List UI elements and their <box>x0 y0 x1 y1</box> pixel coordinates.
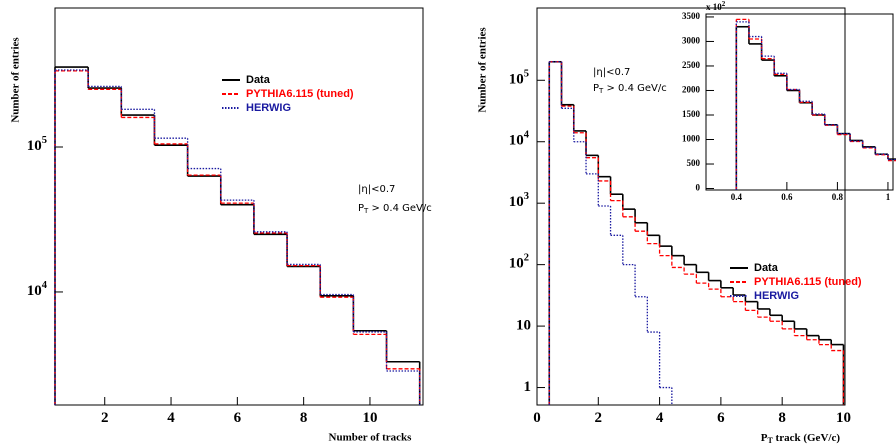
y-tick-label: 0 <box>696 183 701 193</box>
x-tick-label: 2 <box>595 410 603 426</box>
y-tick-label: 102 <box>509 253 529 272</box>
annotation: T <box>598 87 604 95</box>
plot-frame <box>536 7 846 406</box>
y-tick-label: 2500 <box>682 60 701 70</box>
annotation: T <box>363 207 369 215</box>
legend-label: Data <box>246 74 271 86</box>
x-tick-label: 0 <box>533 410 541 426</box>
x-tick-label: 0.8 <box>832 192 844 202</box>
y-tick-label: 10 <box>27 138 42 154</box>
legend-label: HERWIG <box>754 290 799 302</box>
x-tick-label: 2 <box>101 410 109 426</box>
y-tick-label: 10 <box>27 283 42 299</box>
legend-label: PYTHIA6.115 (tuned) <box>246 88 354 100</box>
y-tick-exponent: 4 <box>42 280 48 291</box>
x-tick-label: 6 <box>717 410 725 426</box>
x-tick-label: 10 <box>836 410 851 426</box>
y-tick-label: 3000 <box>682 36 701 46</box>
y-tick-label: 10 <box>509 195 524 211</box>
x-axis-label: Number of tracks <box>329 432 413 444</box>
y-tick-label: 3500 <box>682 11 701 21</box>
y-tick-exponent: 5 <box>524 69 529 80</box>
y-tick-label: 104 <box>27 280 48 299</box>
x-axis-label: T <box>767 436 773 445</box>
x-tick-label: 10 <box>362 410 377 426</box>
y-tick-label: 10 <box>516 318 531 334</box>
y-tick-label: 104 <box>509 130 530 149</box>
x-tick-label: 8 <box>300 410 308 426</box>
y-tick-label: 2000 <box>682 85 701 95</box>
annotation: > 0.4 GeV/c <box>603 83 666 94</box>
x-axis-label: track (GeV/c) <box>773 432 841 444</box>
legend-label: PYTHIA6.115 (tuned) <box>754 276 862 288</box>
annotation: PT > 0.4 GeV/c <box>358 203 432 215</box>
y-axis-label: Number of entries <box>477 27 489 113</box>
plot-frame <box>705 13 894 191</box>
y-tick-label: 10 <box>509 256 524 272</box>
inset-scale-label: x 10 <box>706 2 722 12</box>
y-tick-label: 103 <box>509 192 529 211</box>
x-tick-label: 4 <box>656 410 664 426</box>
y-tick-label: 1500 <box>682 109 701 119</box>
y-tick-label: 105 <box>27 135 47 154</box>
x-tick-label: 0.6 <box>781 192 793 202</box>
y-tick-label: 105 <box>509 69 529 88</box>
annotation: P <box>358 203 364 214</box>
annotation: |η|<0.7 <box>593 67 630 78</box>
x-tick-label: 6 <box>234 410 242 426</box>
x-axis-label: P <box>761 432 768 444</box>
x-tick-label: 1 <box>886 192 891 202</box>
y-tick-exponent: 5 <box>42 135 47 146</box>
y-tick-exponent: 4 <box>524 130 530 141</box>
x-axis-label: PT track (GeV/c) <box>761 432 841 445</box>
y-tick-label: 1000 <box>682 134 701 144</box>
annotation: |η|<0.7 <box>358 184 395 195</box>
y-tick-label: 500 <box>687 158 701 168</box>
y-tick-label: 10 <box>509 133 524 149</box>
legend-label: HERWIG <box>246 102 291 114</box>
x-tick-label: 4 <box>167 410 175 426</box>
y-tick-exponent: 3 <box>524 192 529 203</box>
annotation: PT > 0.4 GeV/c <box>593 83 667 95</box>
annotation: P <box>593 83 599 94</box>
x-tick-label: 0.4 <box>731 192 743 202</box>
y-axis-label: Number of entries <box>10 37 22 123</box>
inset-scale-label: 2 <box>722 0 726 8</box>
x-tick-label: 8 <box>778 410 786 426</box>
inset-scale-label: x 102 <box>706 0 726 12</box>
y-tick-label: 10 <box>509 72 524 88</box>
annotation: > 0.4 GeV/c <box>368 203 431 214</box>
legend-label: Data <box>754 262 779 274</box>
y-tick-exponent: 2 <box>524 253 529 264</box>
y-tick-label: 1 <box>524 379 532 395</box>
